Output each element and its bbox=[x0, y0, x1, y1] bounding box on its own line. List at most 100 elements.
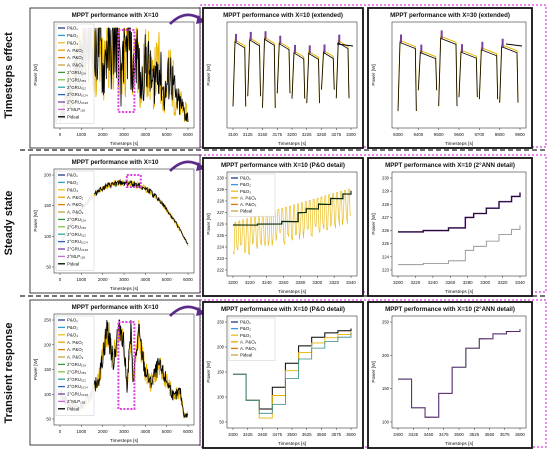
sec0-main-xtick-label: 5000 bbox=[162, 132, 172, 137]
sec0-main-legend-label: A. P&O₁ bbox=[67, 48, 84, 53]
sec1-detail2-xtick-label: 3280 bbox=[463, 280, 473, 285]
sec2-detail2-xtick-label: 3575 bbox=[500, 432, 510, 437]
sec0-detail2-xtick-label: 9600 bbox=[454, 132, 464, 137]
sec1-main-legend-label: 2°GRU₁₀₂₄ bbox=[67, 239, 88, 244]
sec1-detail1-panel: MPPT performance with X=10 (P&O detail) T… bbox=[202, 157, 364, 297]
sec1-main-legend-label: A. P&O₁ bbox=[67, 195, 84, 200]
sec0-detail1-xtick-label: 3125 bbox=[243, 132, 253, 137]
sec2-detail1-legend bbox=[228, 317, 276, 361]
sec0-detail2-xtick-label: 9500 bbox=[434, 132, 444, 137]
sec2-detail1-xtick-label: 3550 bbox=[317, 432, 327, 437]
sec2-main-legend-label: 2°GRU₂₅₆ bbox=[67, 369, 86, 374]
sec1-detail1-ytick-label: 228 bbox=[217, 199, 225, 204]
sec0-detail2-xlabel: Timesteps [s] bbox=[445, 141, 473, 147]
sec2-detail1-xtick-label: 3575 bbox=[331, 432, 341, 437]
sec1-detail2-xtick-label: 3260 bbox=[445, 280, 455, 285]
sec2-detail1-legend-label: P&O₁ bbox=[240, 320, 251, 325]
series-ann-marker bbox=[323, 44, 326, 53]
sec2-main-legend-label: 2°GRU₁₂₈ bbox=[67, 362, 86, 367]
section-label: Transient response bbox=[3, 323, 15, 424]
series-pideal-line bbox=[499, 46, 519, 103]
sec0-detail1-xtick-label: 3275 bbox=[331, 132, 341, 137]
sec2-main-ytick-label: 50 bbox=[46, 417, 51, 422]
sec1-detail2-xtick-label: 3300 bbox=[480, 280, 490, 285]
sec0-main-legend-label: 2°GRU₂₀₄₈ bbox=[67, 100, 88, 105]
sec2-main-title: MPPT performance with X=10 bbox=[72, 304, 159, 311]
sec0-main-legend-label: P&O₂ bbox=[67, 33, 78, 38]
series-ann-marker bbox=[461, 44, 463, 53]
series-pideal-line bbox=[233, 190, 352, 226]
sec2-detail1-legend-label: A. P&O₂ bbox=[240, 339, 257, 344]
sec2-detail1-ytick-label: 50 bbox=[219, 420, 224, 425]
sec2-main-ytick-label: 150 bbox=[44, 367, 52, 372]
sec1-detail1-xtick-label: 3240 bbox=[262, 280, 272, 285]
sec2-main-legend-label: P&O₃ bbox=[67, 332, 78, 337]
sec2-main-legend-label: 2°GRU₂₀₄₈ bbox=[67, 392, 88, 397]
sec0-main-xtick-label: 6000 bbox=[183, 132, 193, 137]
sec0-detail2-xtick-label: 9800 bbox=[495, 132, 505, 137]
sec0-detail2-axes bbox=[391, 21, 527, 129]
sec2-detail1-legend-label: P&O₃ bbox=[240, 333, 251, 338]
series-ann-marker bbox=[481, 41, 484, 50]
series-pideal-line bbox=[478, 49, 499, 100]
sec2-detail2-title: MPPT performance with X=10 (2°ANN detail… bbox=[385, 306, 515, 313]
sec1-main-legend-label: A. P&O₃ bbox=[67, 210, 84, 215]
series-ann-marker bbox=[338, 34, 341, 43]
section-label: Timesteps effect bbox=[3, 32, 15, 119]
sec2-main-xtick-label: 1000 bbox=[76, 429, 86, 434]
sec0-main-legend-label: 2°MLP₁₂₈ bbox=[67, 107, 85, 112]
sec2-detail1-ytick-label: 200 bbox=[217, 345, 225, 350]
sec1-main-ytick-label: 200 bbox=[44, 173, 52, 178]
sec2-detail2-xlabel: Timesteps [s] bbox=[445, 441, 473, 447]
series-pideal-line bbox=[417, 52, 438, 91]
sec1-main-legend-label: 2°GRU₂₅₆ bbox=[67, 224, 86, 229]
sec2-main-legend-label: 2°MLP₁₂₈ bbox=[67, 399, 85, 404]
series-ann-marker bbox=[420, 44, 423, 53]
sec2-detail2-xtick-label: 3500 bbox=[454, 432, 464, 437]
sec1-main-legend-label: P&O₁ bbox=[67, 173, 78, 178]
sec1-detail2-xtick-label: 3220 bbox=[411, 280, 421, 285]
sec1-detail2-xtick-label: 3200 bbox=[393, 280, 403, 285]
sec0-detail2-xtick-label: 9900 bbox=[515, 132, 525, 137]
series-pideal-line bbox=[291, 52, 306, 99]
sec1-main-ytick-label: 150 bbox=[44, 203, 52, 208]
series-ann-marker bbox=[440, 30, 443, 39]
sec1-detail1-xtick-label: 3280 bbox=[296, 280, 306, 285]
sec2-main-xtick-label: 4000 bbox=[140, 429, 150, 434]
series-po-dark-line bbox=[233, 332, 352, 414]
sec2-main-xlabel: Timesteps [s] bbox=[110, 438, 138, 444]
series-pideal-line bbox=[397, 41, 417, 112]
sec0-main-legend-label: 2°GRU₁₂₈ bbox=[67, 70, 86, 75]
sec1-main-legend-label: P&O₂ bbox=[67, 180, 78, 185]
sec0-main-legend-label: A. P&O₂ bbox=[67, 55, 84, 60]
series-ann-marker bbox=[279, 35, 282, 44]
sec2-main-xtick-label: 5000 bbox=[162, 429, 172, 434]
sec1-main-legend-label: Pideal bbox=[67, 261, 79, 266]
sec1-main-xtick-label: 5000 bbox=[162, 277, 172, 282]
sec0-detail1-xtick-label: 3150 bbox=[258, 132, 268, 137]
sec0-main-legend-label: A. P&O₃ bbox=[67, 63, 84, 68]
sec2-main-legend-label: Pideal bbox=[67, 406, 79, 411]
sec0-detail1-xtick-label: 3225 bbox=[302, 132, 312, 137]
sec2-main-xtick-label: 6000 bbox=[183, 429, 193, 434]
sec2-main-legend-label: P&O₁ bbox=[67, 318, 78, 323]
sec1-main-legend-label: P&O₃ bbox=[67, 187, 78, 192]
sec1-main-ytick-label: 50 bbox=[46, 265, 51, 270]
sec1-detail1-legend-label: Pideal bbox=[240, 209, 252, 214]
sec1-detail2-ytick-label: 228 bbox=[382, 202, 390, 207]
sec1-main-xtick-label: 1000 bbox=[76, 277, 86, 282]
sec2-detail1-ytick-label: 150 bbox=[217, 370, 225, 375]
sec1-detail1-legend-label: A. P&O₃ bbox=[240, 202, 257, 207]
sec2-detail1-xtick-label: 3450 bbox=[258, 432, 268, 437]
sec0-main-legend-label: P&O₁ bbox=[67, 26, 78, 31]
sec2-detail2-ylabel: Power [W] bbox=[371, 361, 376, 382]
sec2-detail1-ylabel: Power [W] bbox=[206, 361, 211, 382]
sec2-detail2-panel: MPPT performance with X=10 (2°ANN detail… bbox=[367, 301, 533, 449]
sec0-detail2-xtick-label: 9700 bbox=[474, 132, 484, 137]
sec1-detail1-ytick-label: 225 bbox=[217, 233, 225, 238]
sec0-main-title: MPPT performance with X=10 bbox=[72, 12, 159, 19]
sec2-detail1-legend-label: P&O₂ bbox=[240, 326, 251, 331]
sec2-detail2-ytick-label: 100 bbox=[382, 420, 390, 425]
sec0-detail2-panel: MPPT performance with X=30 (extended) Tim… bbox=[367, 7, 533, 149]
